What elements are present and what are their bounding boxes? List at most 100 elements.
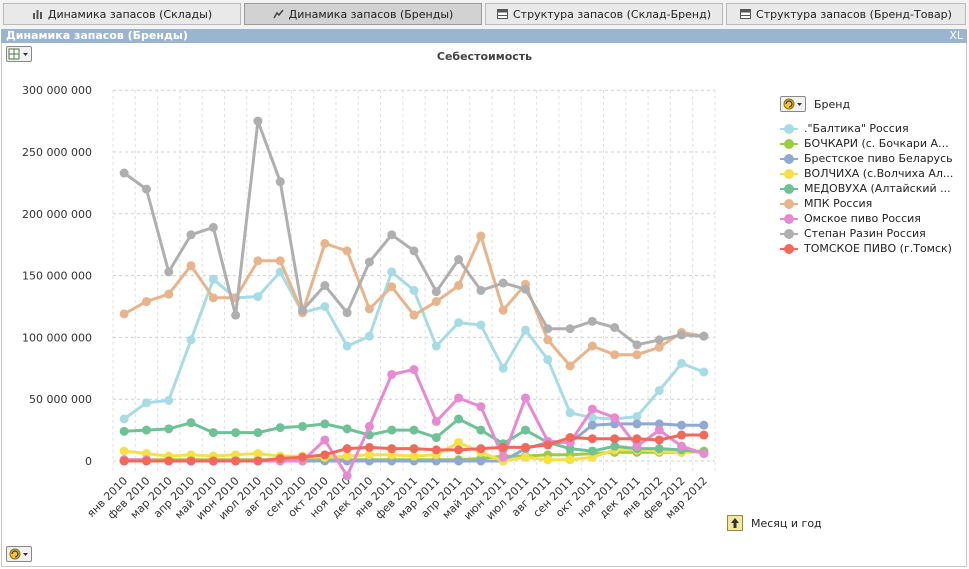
data-point[interactable]: [610, 323, 620, 333]
data-point[interactable]: [654, 342, 664, 352]
data-point[interactable]: [387, 444, 397, 454]
data-point[interactable]: [119, 446, 129, 456]
data-point[interactable]: [476, 444, 486, 454]
data-point[interactable]: [409, 451, 419, 461]
data-point[interactable]: [186, 456, 196, 466]
data-point[interactable]: [498, 305, 508, 315]
data-point[interactable]: [565, 324, 575, 334]
data-point[interactable]: [565, 444, 575, 454]
data-point[interactable]: [454, 437, 464, 447]
data-point[interactable]: [587, 420, 597, 430]
data-point[interactable]: [253, 116, 263, 126]
data-point[interactable]: [520, 284, 530, 294]
data-point[interactable]: [320, 238, 330, 248]
legend-item[interactable]: Омское пиво Россия: [780, 211, 965, 226]
data-point[interactable]: [543, 455, 553, 465]
data-point[interactable]: [320, 435, 330, 445]
data-point[interactable]: [587, 434, 597, 444]
data-point[interactable]: [164, 424, 174, 434]
data-point[interactable]: [476, 285, 486, 295]
data-point[interactable]: [587, 404, 597, 414]
data-point[interactable]: [632, 340, 642, 350]
data-point[interactable]: [476, 425, 486, 435]
data-point[interactable]: [342, 471, 352, 481]
data-point[interactable]: [119, 414, 129, 424]
data-point[interactable]: [364, 421, 374, 431]
data-point[interactable]: [654, 419, 664, 429]
tab-brand-dynamics[interactable]: Динамика запасов (Бренды): [244, 3, 482, 25]
data-point[interactable]: [231, 310, 241, 320]
data-point[interactable]: [342, 424, 352, 434]
data-point[interactable]: [298, 421, 308, 431]
data-point[interactable]: [699, 430, 709, 440]
data-point[interactable]: [275, 256, 285, 266]
data-point[interactable]: [498, 442, 508, 452]
data-point[interactable]: [208, 222, 218, 232]
data-point[interactable]: [320, 419, 330, 429]
data-point[interactable]: [543, 440, 553, 450]
data-point[interactable]: [654, 435, 664, 445]
data-point[interactable]: [119, 309, 129, 319]
data-point[interactable]: [231, 428, 241, 438]
legend-item[interactable]: МПК Россия: [780, 196, 965, 211]
data-point[interactable]: [632, 441, 642, 451]
data-point[interactable]: [454, 393, 464, 403]
data-point[interactable]: [520, 442, 530, 452]
data-point[interactable]: [387, 369, 397, 379]
data-point[interactable]: [431, 287, 441, 297]
data-point[interactable]: [387, 456, 397, 466]
data-point[interactable]: [141, 184, 151, 194]
data-point[interactable]: [342, 246, 352, 256]
legend-item[interactable]: Степан Разин Россия: [780, 226, 965, 241]
data-point[interactable]: [454, 414, 464, 424]
data-point[interactable]: [543, 324, 553, 334]
data-point[interactable]: [520, 393, 530, 403]
data-point[interactable]: [476, 320, 486, 330]
data-point[interactable]: [409, 444, 419, 454]
data-point[interactable]: [520, 425, 530, 435]
data-point[interactable]: [431, 445, 441, 455]
data-point[interactable]: [208, 274, 218, 284]
chart-type-button[interactable]: [6, 46, 32, 62]
data-point[interactable]: [141, 449, 151, 459]
data-point[interactable]: [565, 361, 575, 371]
legend-item[interactable]: Брестское пиво Беларусь: [780, 151, 965, 166]
data-point[interactable]: [141, 297, 151, 307]
data-point[interactable]: [587, 452, 597, 462]
data-point[interactable]: [654, 425, 664, 435]
data-point[interactable]: [208, 456, 218, 466]
data-point[interactable]: [431, 456, 441, 466]
data-point[interactable]: [342, 341, 352, 351]
data-point[interactable]: [565, 408, 575, 418]
data-point[interactable]: [141, 425, 151, 435]
legend-options-button[interactable]: [780, 96, 806, 112]
data-point[interactable]: [364, 257, 374, 267]
legend-item[interactable]: ."Балтика" Россия: [780, 121, 965, 136]
data-point[interactable]: [164, 456, 174, 466]
data-point[interactable]: [454, 318, 464, 328]
legend-item[interactable]: БОЧКАРИ (с. Бочкари А...: [780, 136, 965, 151]
data-point[interactable]: [454, 456, 464, 466]
data-point[interactable]: [298, 452, 308, 462]
data-point[interactable]: [320, 302, 330, 311]
drill-up-button[interactable]: [727, 515, 743, 531]
data-point[interactable]: [587, 341, 597, 351]
data-point[interactable]: [186, 230, 196, 240]
data-point[interactable]: [543, 355, 553, 365]
axis-options-button[interactable]: [6, 546, 32, 562]
data-point[interactable]: [342, 308, 352, 318]
data-point[interactable]: [498, 363, 508, 373]
data-point[interactable]: [699, 367, 709, 377]
data-point[interactable]: [654, 444, 664, 454]
data-point[interactable]: [141, 398, 151, 408]
data-point[interactable]: [543, 335, 553, 345]
tab-warehouse-dynamics[interactable]: Динамика запасов (Склады): [3, 3, 241, 25]
data-point[interactable]: [253, 449, 263, 459]
data-point[interactable]: [253, 292, 263, 302]
data-point[interactable]: [253, 428, 263, 438]
data-point[interactable]: [677, 358, 687, 368]
data-point[interactable]: [186, 335, 196, 345]
data-point[interactable]: [275, 454, 285, 464]
data-point[interactable]: [253, 456, 263, 466]
data-point[interactable]: [587, 413, 597, 423]
